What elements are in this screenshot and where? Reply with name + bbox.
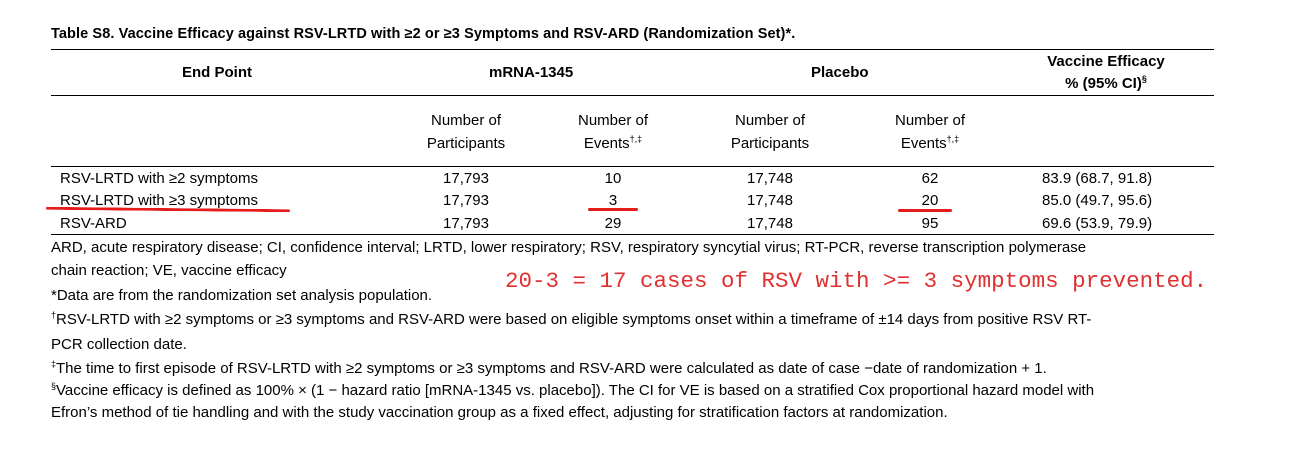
row-placebo-events: 62 (921, 170, 939, 187)
row-end-point: RSV-ARD (60, 215, 127, 232)
footnote-dagger-line1: †RSV-LRTD with ≥2 symptoms or ≥3 symptom… (51, 309, 1091, 331)
row-mrna-participants: 17,793 (443, 170, 489, 187)
subheader-participants-line1: Number of (734, 112, 806, 129)
header-ve-line2: % (95% CI)§ (1036, 73, 1176, 95)
header-ve-line1: Vaccine Efficacy (1047, 53, 1165, 70)
row-placebo-participants: 17,748 (747, 215, 793, 232)
table-top-rule (51, 49, 1214, 50)
row-end-point: RSV-LRTD with ≥3 symptoms (60, 192, 259, 209)
row-placebo-events: 95 (921, 215, 939, 232)
table-bottom-rule (51, 234, 1214, 235)
header-ve-sup: § (1141, 74, 1147, 84)
row-mrna-participants: 17,793 (443, 192, 489, 209)
row-placebo-participants: 17,748 (747, 170, 793, 187)
row-end-point: RSV-LRTD with ≥2 symptoms (60, 170, 259, 187)
subheader-events-line2: Events (900, 135, 947, 152)
footnote-abbreviations-line1: ARD, acute respiratory disease; CI, conf… (51, 239, 1087, 256)
footnote-dagger-line2: PCR collection date. (51, 336, 187, 353)
row-vaccine-efficacy: 83.9 (68.7, 91.8) (1042, 170, 1153, 187)
subheader-placebo-events: Number of Events†,‡ (880, 109, 980, 155)
row-mrna-events: 29 (604, 215, 622, 232)
subheader-events-line2: Events (583, 135, 630, 152)
subheader-participants-line2: Participants (730, 135, 810, 152)
subheader-events-line2-wrap: Events†,‡ (880, 132, 980, 155)
row-vaccine-efficacy: 69.6 (53.9, 79.9) (1042, 215, 1153, 232)
highlight-underline-placebo-events (898, 209, 952, 212)
footnote-double-dagger-symbol: ‡ (51, 359, 57, 369)
table-title: Table S8. Vaccine Efficacy against RSV-L… (51, 26, 796, 42)
row-placebo-events: 20 (921, 192, 939, 209)
subheader-events-sup: †,‡ (629, 134, 643, 144)
row-mrna-events: 3 (608, 192, 618, 209)
annotation-prevented-cases: 20-3 = 17 cases of RSV with >= 3 symptom… (505, 268, 1208, 294)
footnote-dagger-symbol: † (51, 310, 57, 320)
row-vaccine-efficacy: 85.0 (49.7, 95.6) (1042, 192, 1153, 209)
header-vaccine-efficacy: Vaccine Efficacy % (95% CI)§ (1036, 51, 1176, 95)
header-end-point: End Point (182, 64, 252, 81)
footnote-double-dagger: ‡The time to first episode of RSV-LRTD w… (51, 358, 1047, 380)
footnote-abbreviations-line2: chain reaction; VE, vaccine efficacy (51, 262, 287, 279)
footnote-section-text: Vaccine efficacy is defined as 100% × (1… (56, 382, 1095, 399)
header-rule (51, 95, 1214, 96)
highlight-underline-mrna-events (588, 208, 638, 211)
subheader-mrna-events: Number of Events†,‡ (563, 109, 663, 155)
footnote-section-symbol: § (51, 381, 57, 391)
footnote-star: *Data are from the randomization set ana… (51, 287, 433, 304)
footnote-dagger-text: RSV-LRTD with ≥2 symptoms or ≥3 symptoms… (56, 311, 1092, 328)
footnote-section-line2: Efron’s method of tie handling and with … (51, 404, 948, 421)
header-ve-line2-text: % (95% CI) (1065, 75, 1142, 92)
header-placebo: Placebo (811, 64, 869, 81)
row-placebo-participants: 17,748 (747, 192, 793, 209)
subheader-participants-line1: Number of (430, 112, 502, 129)
subheader-events-sup: †,‡ (946, 134, 960, 144)
subheader-rule (51, 166, 1214, 167)
footnote-double-dagger-text: The time to first episode of RSV-LRTD wi… (56, 360, 1047, 377)
subheader-placebo-participants: Number of Participants (710, 109, 830, 155)
row-mrna-events: 10 (604, 170, 622, 187)
subheader-events-line1: Number of (577, 112, 649, 129)
footnote-section-line1: §Vaccine efficacy is defined as 100% × (… (51, 380, 1094, 402)
subheader-participants-line2: Participants (426, 135, 506, 152)
header-mrna-1345: mRNA-1345 (489, 64, 574, 81)
subheader-events-line2-wrap: Events†,‡ (563, 132, 663, 155)
subheader-mrna-participants: Number of Participants (406, 109, 526, 155)
subheader-events-line1: Number of (894, 112, 966, 129)
row-mrna-participants: 17,793 (443, 215, 489, 232)
